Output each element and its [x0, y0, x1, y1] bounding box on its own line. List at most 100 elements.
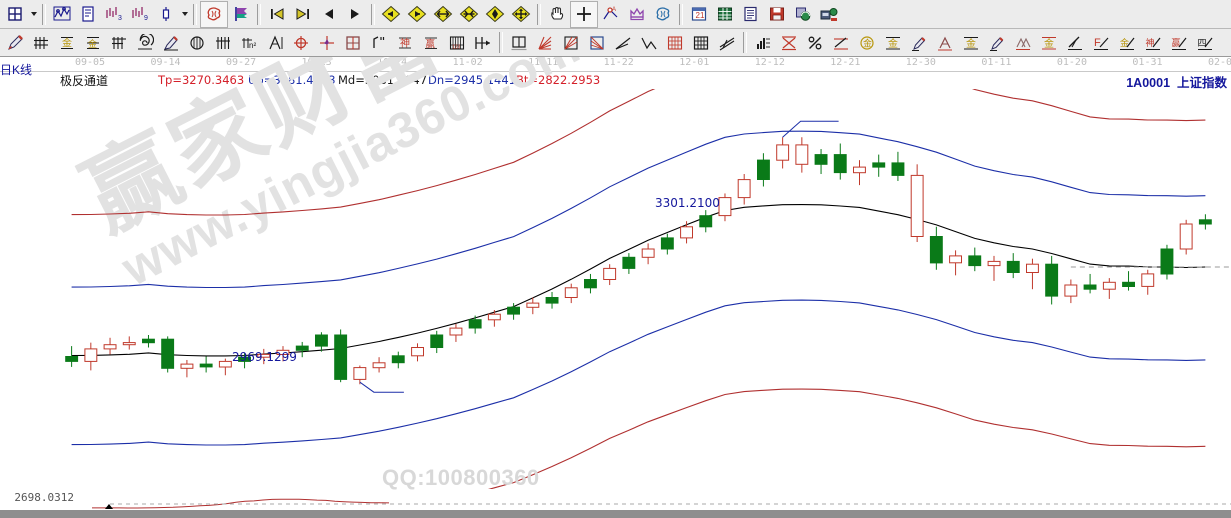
chevron-down-icon[interactable]: [179, 2, 190, 27]
hand-icon[interactable]: [544, 2, 570, 27]
chart-area[interactable]: 09-05 09-14 09-27 10-13 10-24 11-02 11-11 11-22…: [0, 57, 1231, 518]
calendar-icon[interactable]: 21: [686, 2, 712, 27]
date-tick: 12-30: [905, 57, 936, 68]
svg-text:金: 金: [62, 36, 72, 49]
move-icon[interactable]: [508, 2, 534, 27]
box-red-icon[interactable]: [340, 30, 366, 55]
layout-icon[interactable]: [2, 2, 28, 27]
gold-level-icon[interactable]: 金: [880, 30, 906, 55]
scroll-left-icon[interactable]: [378, 2, 404, 27]
candle: [238, 353, 252, 369]
grid-lines-icon[interactable]: [210, 30, 236, 55]
scroll-right-icon[interactable]: [404, 2, 430, 27]
toolbar-separator: [537, 3, 541, 25]
date-tick: 10-24: [377, 57, 408, 68]
candle: [507, 303, 521, 320]
parallel-icon[interactable]: [714, 30, 740, 55]
notes-icon[interactable]: [738, 2, 764, 27]
shen-icon[interactable]: 神: [392, 30, 418, 55]
kline-period-label: 日K线: [0, 63, 33, 77]
draw-tool-icon[interactable]: A: [598, 2, 624, 27]
a-tool-icon[interactable]: [932, 30, 958, 55]
ying-slope-icon[interactable]: 赢: [1166, 30, 1192, 55]
brain-icon[interactable]: [650, 2, 676, 27]
date-tick: 12-12: [754, 57, 785, 68]
candle: [737, 174, 751, 205]
svg-text:9: 9: [144, 15, 148, 22]
price-scale-label: 2698.0312: [14, 491, 74, 504]
nav-next-icon[interactable]: [342, 2, 368, 27]
flag-icon[interactable]: [228, 2, 254, 27]
bar-mark-icon[interactable]: [366, 30, 392, 55]
table-icon[interactable]: [712, 2, 738, 27]
report-icon[interactable]: [75, 2, 101, 27]
circle-grid-icon[interactable]: [184, 30, 210, 55]
candle: [968, 247, 982, 272]
angle-icon[interactable]: [262, 30, 288, 55]
zhen-slope-icon[interactable]: 神: [1140, 30, 1166, 55]
crown-icon[interactable]: [624, 2, 650, 27]
nav-last-icon[interactable]: [290, 2, 316, 27]
f-slope-icon[interactable]: F: [1088, 30, 1114, 55]
zoom-in-icon[interactable]: [430, 2, 456, 27]
trend-down-icon[interactable]: [636, 30, 662, 55]
span-icon[interactable]: [470, 30, 496, 55]
candle: [987, 255, 1001, 281]
network-chart-icon[interactable]: [49, 2, 75, 27]
nav-first-icon[interactable]: [264, 2, 290, 27]
svg-text:神: 神: [400, 36, 410, 49]
gold-tool-icon[interactable]: 金: [1036, 30, 1062, 55]
gann-grid-icon[interactable]: [28, 30, 54, 55]
price-pane[interactable]: [0, 89, 1231, 489]
gold-level2-icon[interactable]: 金: [958, 30, 984, 55]
pen-tool2-icon[interactable]: [984, 30, 1010, 55]
gold-slope-icon[interactable]: 金: [1114, 30, 1140, 55]
gold-box2-icon[interactable]: 金: [80, 30, 106, 55]
slope-icon[interactable]: [1062, 30, 1088, 55]
level-red-icon[interactable]: [828, 30, 854, 55]
candle-icon[interactable]: [153, 2, 179, 27]
fan-red-icon[interactable]: [532, 30, 558, 55]
grid-dark-icon[interactable]: [688, 30, 714, 55]
fit-icon[interactable]: [482, 2, 508, 27]
box-fan-icon[interactable]: [584, 30, 610, 55]
percent-icon[interactable]: [802, 30, 828, 55]
gold-circle-icon[interactable]: 金: [854, 30, 880, 55]
kline-3-icon[interactable]: 3: [101, 2, 127, 27]
chevron-down-icon[interactable]: [28, 2, 39, 27]
toolbar-separator: [257, 3, 261, 25]
svg-text:赢: 赢: [426, 38, 436, 50]
target-icon[interactable]: [288, 30, 314, 55]
percent-grid-icon[interactable]: [106, 30, 132, 55]
pen-red-icon[interactable]: [2, 30, 28, 55]
nav-prev-icon[interactable]: [316, 2, 342, 27]
grid-red-icon[interactable]: [662, 30, 688, 55]
copy-icon[interactable]: [790, 2, 816, 27]
date-tick: 12-01: [679, 57, 710, 68]
n2-icon[interactable]: n²: [236, 30, 262, 55]
bars-icon[interactable]: [750, 30, 776, 55]
fan-box-icon[interactable]: [558, 30, 584, 55]
annotation-low-price: 2969.1299: [232, 350, 297, 364]
cross-red-icon[interactable]: [776, 30, 802, 55]
spiral-icon[interactable]: [132, 30, 158, 55]
gold-box-icon[interactable]: 金: [54, 30, 80, 55]
chart-header: 日K线 极反通道 Tp=3270.3463 Up=3181.4543 Md=30…: [0, 63, 1231, 90]
aa-tool-icon[interactable]: [1010, 30, 1036, 55]
pen-tool-icon[interactable]: [906, 30, 932, 55]
pen2-icon[interactable]: [158, 30, 184, 55]
export-icon[interactable]: [816, 2, 842, 27]
kline-9-icon[interactable]: 9: [127, 2, 153, 27]
save-icon[interactable]: [764, 2, 790, 27]
frame-icon[interactable]: [506, 30, 532, 55]
four-slope-icon[interactable]: 四: [1192, 30, 1218, 55]
trend-up-icon[interactable]: [610, 30, 636, 55]
date-tick: 09-14: [150, 57, 181, 68]
crosshair-icon[interactable]: [570, 0, 598, 28]
ying-icon[interactable]: 赢: [418, 30, 444, 55]
brain-red-icon[interactable]: [200, 0, 228, 28]
svg-text:21: 21: [696, 11, 705, 20]
star-target-icon[interactable]: [314, 30, 340, 55]
zoom-out-icon[interactable]: [456, 2, 482, 27]
ladder-icon[interactable]: 123: [444, 30, 470, 55]
